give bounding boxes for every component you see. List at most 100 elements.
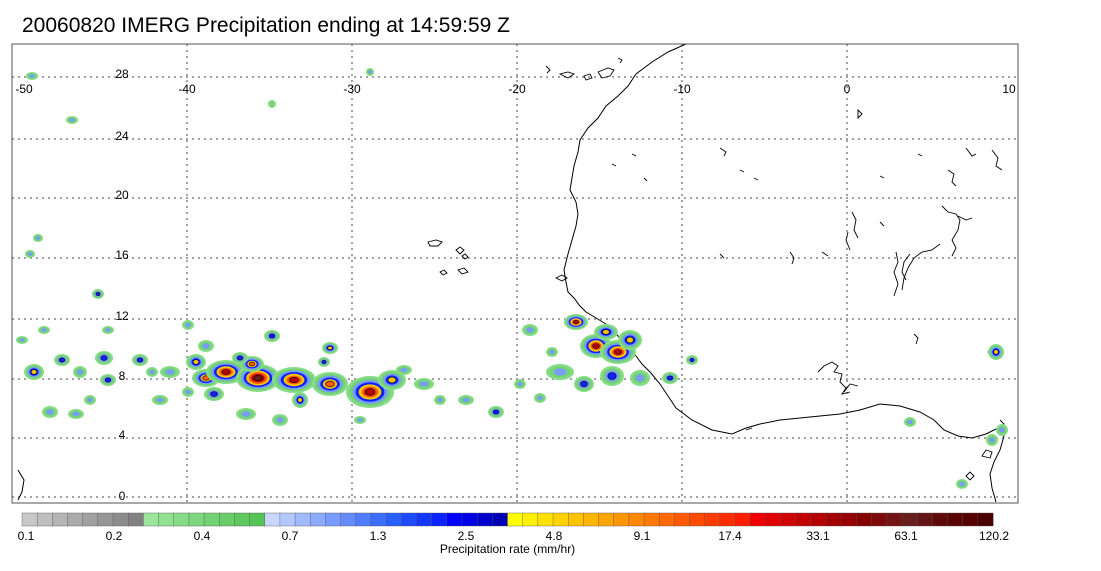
- colorbar-swatch: [932, 512, 948, 527]
- lon-label: -20: [508, 82, 526, 96]
- colorbar-swatch: [643, 512, 660, 527]
- precip-cell: [253, 375, 263, 381]
- precip-cell: [69, 118, 75, 122]
- precip-cell: [959, 481, 965, 487]
- lat-label: 24: [115, 129, 129, 143]
- colorbar-swatch: [219, 512, 235, 527]
- precip-cell: [58, 357, 66, 363]
- lat-label: 16: [115, 248, 129, 262]
- colorbar-label: Precipitation rate (mm/hr): [439, 542, 576, 556]
- colorbar-swatch: [401, 512, 417, 527]
- colorbar-swatch: [719, 512, 736, 527]
- colorbar-swatch: [188, 512, 205, 527]
- colorbar-tick-label: 4.8: [546, 529, 563, 543]
- precip-cell: [104, 377, 112, 383]
- colorbar-swatch: [461, 512, 478, 527]
- colorbar-swatch: [856, 512, 873, 527]
- precip-cell: [364, 388, 376, 396]
- coastline: [17, 44, 1005, 503]
- precip-cell: [46, 409, 54, 415]
- precip-cell: [105, 328, 111, 332]
- precip-cell: [87, 397, 93, 403]
- precip-cell: [210, 391, 218, 397]
- colorbar-swatch: [810, 512, 827, 527]
- longitude-gridlines: [186, 44, 848, 503]
- precip-cell: [19, 338, 25, 342]
- latitude-labels: 28 24 20 16 12 8 4 0: [115, 67, 129, 503]
- colorbar-tick-label: 63.1: [894, 529, 918, 543]
- lon-label: -50: [15, 82, 33, 96]
- precip-cell: [666, 375, 674, 381]
- colorbar-swatch: [340, 512, 357, 527]
- colorbar-swatch: [507, 512, 524, 527]
- colorbar-swatch: [234, 512, 251, 527]
- lat-label: 8: [119, 369, 126, 383]
- colorbar-swatch: [841, 512, 857, 527]
- colorbar-swatch: [780, 512, 797, 527]
- colorbar-swatch: [416, 512, 433, 527]
- colorbar-swatch: [567, 512, 584, 527]
- precip-cell: [400, 367, 408, 373]
- colorbar-swatch: [127, 512, 144, 527]
- colorbar-swatch: [947, 512, 964, 527]
- colorbar-swatch: [901, 512, 918, 527]
- precip-cell: [635, 374, 645, 382]
- colorbar-swatch: [522, 512, 539, 527]
- colorbar-swatch: [583, 512, 600, 527]
- precip-cell: [993, 349, 999, 355]
- colorbar-tick-label: 33.1: [806, 529, 830, 543]
- colorbar-swatch: [173, 512, 190, 527]
- colorbar-tick-label: 0.4: [194, 529, 211, 543]
- colorbar-tick-label: 2.5: [458, 529, 475, 543]
- colorbar-swatch: [279, 512, 296, 527]
- precip-cell: [248, 361, 256, 367]
- lon-label: -30: [343, 82, 361, 96]
- colorbar-swatch: [249, 512, 266, 527]
- colorbar-swatch: [21, 512, 38, 527]
- precip-cell: [27, 252, 33, 256]
- colorbar-swatch: [294, 512, 311, 527]
- precip-cell: [29, 74, 35, 78]
- precip-cell: [419, 381, 429, 387]
- colorbar-tick-label: 17.4: [718, 529, 742, 543]
- precip-cell: [357, 418, 363, 422]
- precip-cell: [269, 101, 275, 107]
- precip-cell: [368, 70, 372, 74]
- colorbar-swatch: [977, 512, 994, 527]
- colorbar-swatch: [674, 512, 691, 527]
- precip-cell: [192, 359, 200, 365]
- precip-cell: [165, 369, 175, 375]
- map-background: [12, 44, 1018, 503]
- colorbar-tick-label: 9.1: [634, 529, 651, 543]
- precip-cell: [241, 411, 251, 417]
- colorbar-swatch: [537, 512, 554, 527]
- precip-cell: [276, 417, 284, 423]
- precip-cell: [321, 359, 327, 364]
- precip-cell: [602, 329, 610, 335]
- colorbar-swatch: [310, 512, 326, 527]
- precip-cell: [35, 236, 41, 240]
- precip-cell: [236, 355, 244, 361]
- lon-label: 10: [1002, 82, 1016, 96]
- precip-cell: [202, 343, 210, 349]
- precip-cell: [297, 397, 303, 403]
- precip-cell: [437, 397, 443, 403]
- colorbar-swatch: [325, 512, 342, 527]
- precip-cell: [325, 380, 335, 388]
- precip-cell: [492, 409, 500, 415]
- colorbar-tick-label: 0.2: [106, 529, 123, 543]
- colorbar-swatch: [750, 512, 766, 527]
- precip-cell: [156, 397, 164, 403]
- colorbar-swatch: [67, 512, 84, 527]
- colorbar-swatch: [734, 512, 751, 527]
- lat-label: 28: [115, 67, 129, 81]
- colorbar-swatch: [492, 512, 508, 527]
- colorbar-swatch: [659, 512, 675, 527]
- colorbar-swatch: [97, 512, 114, 527]
- map-frame-border: [11, 43, 1019, 504]
- precip-cell: [327, 345, 333, 350]
- precip-cell: [999, 427, 1005, 433]
- colorbar-swatch: [203, 512, 220, 527]
- colorbar-swatch: [598, 512, 615, 527]
- colorbar-tick-label: 1.3: [370, 529, 387, 543]
